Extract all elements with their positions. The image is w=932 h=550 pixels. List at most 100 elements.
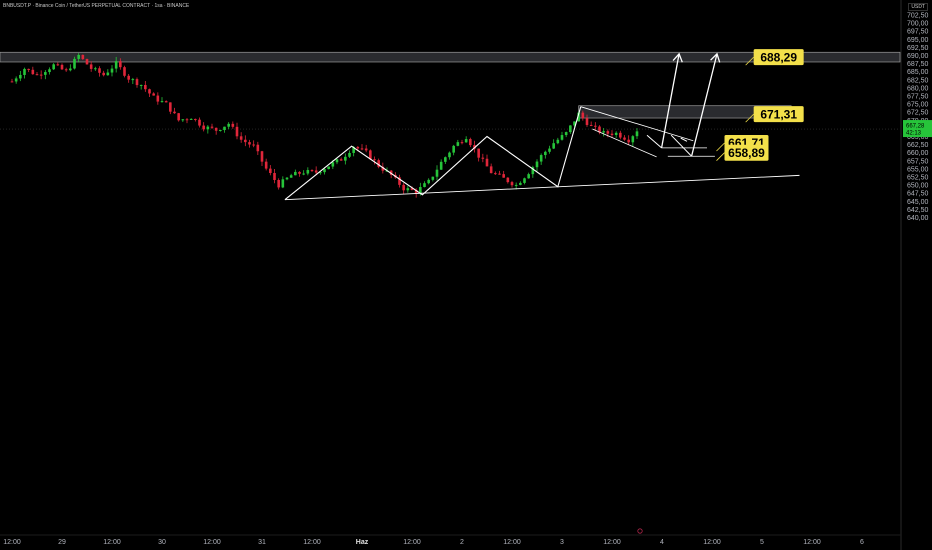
candle-body — [81, 54, 85, 60]
level-label-text: 671,31 — [760, 107, 797, 121]
candle-body — [223, 126, 226, 131]
x-axis-tick: 12:00 — [803, 539, 821, 546]
candle-body — [431, 176, 435, 180]
candle-body — [485, 158, 489, 167]
candle-body — [52, 64, 55, 70]
candle-body — [14, 78, 18, 82]
candle-body — [264, 161, 268, 169]
candle-body — [69, 68, 72, 71]
candle-body — [331, 162, 335, 167]
candle-body — [85, 59, 89, 65]
candle-body — [23, 68, 26, 75]
candle-body — [427, 179, 430, 184]
y-axis-tick: 690,00 — [907, 53, 929, 60]
candle-body — [73, 58, 76, 69]
current-price-label[interactable] — [903, 120, 932, 138]
currency-badge[interactable]: USDT — [908, 3, 928, 11]
candle-body — [127, 75, 130, 80]
candle-body — [460, 142, 464, 144]
candle-body — [506, 177, 510, 183]
candle-body — [227, 123, 230, 127]
resistance-zone[interactable] — [0, 51, 901, 63]
candle-body — [119, 61, 122, 68]
candle-body — [302, 173, 305, 175]
level-label-pointer — [716, 142, 725, 152]
level-label-box[interactable] — [724, 144, 769, 161]
channel-lower-line[interactable] — [592, 128, 657, 158]
candle-body — [489, 166, 493, 174]
x-axis-tick: Haz — [356, 539, 369, 546]
broker-logo-icon — [637, 528, 643, 534]
candle-body — [273, 173, 276, 180]
candle-body — [314, 170, 318, 173]
projection-down-line[interactable] — [646, 134, 662, 149]
x-axis-tick: 12:00 — [103, 539, 121, 546]
candle-body — [502, 174, 505, 178]
candle-body — [319, 172, 322, 174]
candle-body — [406, 188, 410, 191]
candle-body — [256, 144, 260, 152]
candle-body — [189, 118, 193, 120]
level-label-pointer — [745, 113, 754, 123]
y-axis-tick: 677,50 — [907, 94, 929, 101]
candle-body — [269, 168, 272, 174]
projection-path-line[interactable] — [670, 134, 692, 157]
candle-body — [202, 125, 205, 130]
candle-body — [156, 95, 160, 102]
y-axis-tick: 675,00 — [907, 102, 929, 109]
current-price-countdown: 42:13 — [906, 131, 922, 137]
candle-body — [381, 166, 385, 171]
candle-body — [35, 74, 39, 76]
candle-body — [260, 151, 264, 162]
y-axis-tick: 687,50 — [907, 61, 929, 68]
candle-body — [594, 125, 597, 127]
candle-body — [231, 123, 235, 127]
candle-body — [206, 126, 210, 130]
candle-body — [577, 112, 580, 122]
x-axis-tick: 12:00 — [603, 539, 621, 546]
projection-tick[interactable] — [680, 137, 688, 142]
candle-body — [235, 126, 239, 137]
candle-body — [31, 69, 35, 75]
candle-body — [335, 159, 339, 163]
candle-body — [327, 166, 330, 170]
candle-body — [469, 139, 472, 146]
level-label-box[interactable] — [753, 106, 804, 123]
level-label-text: 658,89 — [728, 146, 765, 160]
y-axis-tick: 697,50 — [907, 29, 929, 36]
candle-body — [27, 68, 30, 70]
candle-body — [564, 132, 568, 136]
candle-body — [464, 139, 468, 143]
channel-upper-line[interactable] — [580, 106, 694, 142]
support-trendline[interactable] — [284, 174, 800, 201]
pattern-zigzag-line[interactable] — [284, 106, 582, 201]
candle-body — [219, 130, 222, 132]
candle-body — [352, 147, 355, 153]
candle-body — [419, 187, 422, 194]
y-axis-tick: 650,00 — [907, 183, 929, 190]
candle-body — [106, 72, 110, 76]
level-label-box[interactable] — [753, 49, 804, 66]
y-axis-tick: 700,00 — [907, 21, 929, 28]
x-axis-tick: 31 — [258, 539, 266, 546]
y-axis-tick: 647,50 — [907, 191, 929, 198]
candle-body — [131, 79, 135, 81]
candle-body — [544, 151, 547, 156]
candle-body — [89, 64, 93, 69]
target-arrow-shaft[interactable] — [660, 53, 680, 148]
y-axis-tick: 640,00 — [907, 215, 929, 222]
candle-body — [635, 131, 639, 137]
candle-body — [214, 127, 218, 131]
x-axis-tick: 12:00 — [503, 539, 521, 546]
candle-body — [310, 170, 314, 172]
candle-body — [298, 171, 301, 174]
candle-body — [135, 79, 139, 86]
x-axis-tick: 12:00 — [403, 539, 421, 546]
candle-body — [569, 125, 572, 133]
y-axis-tick: 660,00 — [907, 150, 929, 157]
candle-body — [539, 155, 543, 162]
target-arrow-shaft[interactable] — [690, 53, 718, 157]
candle-body — [602, 131, 605, 133]
candle-body — [610, 133, 614, 135]
